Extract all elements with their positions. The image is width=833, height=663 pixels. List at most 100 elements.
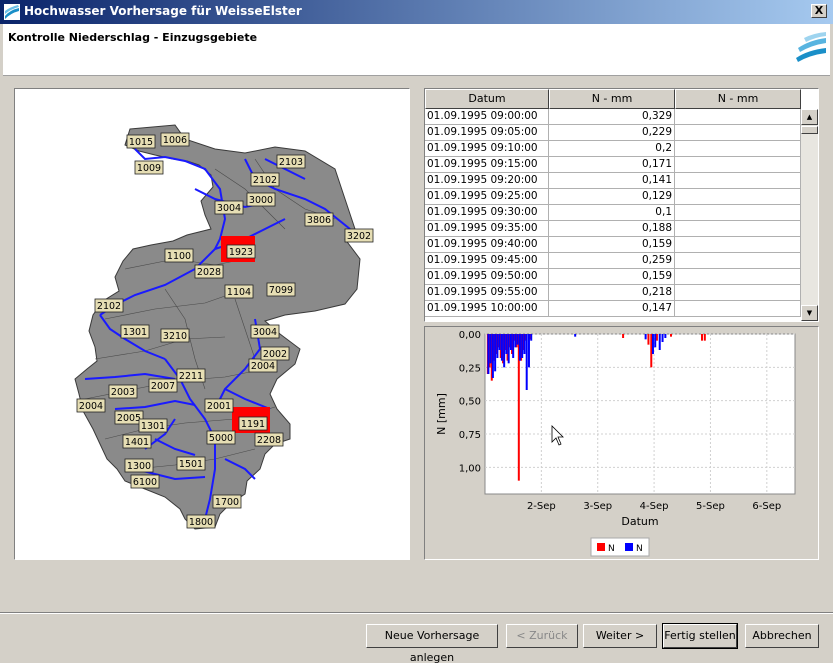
table-cell[interactable]: 0,141	[549, 173, 675, 189]
scroll-up-button[interactable]: ▲	[801, 109, 818, 125]
table-cell[interactable]	[675, 253, 801, 269]
subcatchment-label[interactable]: 1100	[167, 251, 191, 262]
subcatchment-label[interactable]: 1800	[189, 517, 213, 528]
table-cell[interactable]	[675, 173, 801, 189]
subcatchment-label[interactable]: 1923	[229, 247, 253, 258]
subcatchment-label[interactable]: 2028	[197, 267, 221, 278]
table-cell[interactable]: 0,229	[549, 125, 675, 141]
subcatchment-label[interactable]: 1301	[141, 421, 165, 432]
catchment-map[interactable]: 1015 1006 1009 2103 2102 3000 3004 1923 1100 2028…	[14, 88, 410, 560]
subcatchment-label[interactable]: 2208	[257, 435, 281, 446]
subcatchment-label[interactable]: 1015	[129, 137, 153, 148]
subcatchment-label[interactable]: 6100	[133, 477, 157, 488]
next-button[interactable]: Weiter >	[583, 624, 657, 648]
table-row[interactable]: 01.09.1995 09:15:00 0,171	[425, 157, 801, 173]
rainfall-table[interactable]: Datum N - mm N - mm 01.09.1995 09:00:00 0…	[424, 88, 819, 322]
close-button[interactable]: X	[811, 4, 827, 18]
new-forecast-button[interactable]: Neue Vorhersage anlegen	[366, 624, 498, 663]
table-row[interactable]: 01.09.1995 09:05:00 0,229	[425, 125, 801, 141]
finish-button[interactable]: Fertig stellen	[662, 623, 738, 649]
scroll-thumb[interactable]	[801, 126, 818, 134]
table-cell[interactable]: 0,171	[549, 157, 675, 173]
table-cell[interactable]	[675, 141, 801, 157]
table-cell[interactable]: 01.09.1995 09:40:00	[425, 237, 549, 253]
subcatchment-label[interactable]: 3806	[307, 215, 331, 226]
subcatchment-label[interactable]: 1009	[137, 163, 161, 174]
table-cell[interactable]: 01.09.1995 09:50:00	[425, 269, 549, 285]
table-cell[interactable]	[675, 285, 801, 301]
table-cell[interactable]: 01.09.1995 09:45:00	[425, 253, 549, 269]
table-cell[interactable]	[675, 109, 801, 125]
table-cell[interactable]: 0,159	[549, 237, 675, 253]
subcatchment-label[interactable]: 1191	[241, 419, 265, 430]
subcatchment-label[interactable]: 1401	[125, 437, 149, 448]
subcatchment-label[interactable]: 3210	[163, 331, 187, 342]
subcatchment-label[interactable]: 2211	[179, 371, 203, 382]
table-row[interactable]: 01.09.1995 09:30:00 0,1	[425, 205, 801, 221]
subcatchment-label[interactable]: 2004	[79, 401, 103, 412]
table-row[interactable]: 01.09.1995 09:00:00 0,329	[425, 109, 801, 125]
subcatchment-label[interactable]: 2005	[117, 413, 141, 424]
table-cell[interactable]: 01.09.1995 09:30:00	[425, 205, 549, 221]
table-cell[interactable]	[675, 301, 801, 317]
subcatchment-label[interactable]: 1301	[123, 327, 147, 338]
table-cell[interactable]: 01.09.1995 09:05:00	[425, 125, 549, 141]
table-cell[interactable]: 0,2	[549, 141, 675, 157]
table-row[interactable]: 01.09.1995 09:25:00 0,129	[425, 189, 801, 205]
subcatchment-label[interactable]: 3004	[253, 327, 277, 338]
back-button[interactable]: < Zurück	[506, 624, 578, 648]
subcatchment-label[interactable]: 1300	[127, 461, 151, 472]
subcatchment-label[interactable]: 1006	[163, 135, 187, 146]
table-row[interactable]: 01.09.1995 09:50:00 0,159	[425, 269, 801, 285]
subcatchment-label[interactable]: 2102	[97, 301, 121, 312]
table-cell[interactable]	[675, 157, 801, 173]
column-header-datum[interactable]: Datum	[425, 89, 549, 109]
subcatchment-label[interactable]: 5000	[209, 433, 233, 444]
table-cell[interactable]: 0,1	[549, 205, 675, 221]
subcatchment-label[interactable]: 2002	[263, 349, 287, 360]
table-cell[interactable]: 0,129	[549, 189, 675, 205]
table-cell[interactable]	[675, 221, 801, 237]
subcatchment-label[interactable]: 1700	[215, 497, 239, 508]
table-cell[interactable]: 01.09.1995 09:55:00	[425, 285, 549, 301]
table-cell[interactable]: 0,159	[549, 269, 675, 285]
table-cell[interactable]	[675, 189, 801, 205]
subcatchment-label[interactable]: 2001	[207, 401, 231, 412]
table-cell[interactable]: 01.09.1995 09:35:00	[425, 221, 549, 237]
subcatchment-label[interactable]: 2003	[111, 387, 135, 398]
table-cell[interactable]: 01.09.1995 09:15:00	[425, 157, 549, 173]
table-cell[interactable]: 0,188	[549, 221, 675, 237]
table-row[interactable]: 01.09.1995 09:10:00 0,2	[425, 141, 801, 157]
subcatchment-label[interactable]: 2007	[151, 381, 175, 392]
table-cell[interactable]	[675, 237, 801, 253]
scroll-down-button[interactable]: ▼	[801, 305, 818, 321]
subcatchment-label[interactable]: 7099	[269, 285, 293, 296]
table-cell[interactable]: 0,259	[549, 253, 675, 269]
table-cell[interactable]: 0,218	[549, 285, 675, 301]
subcatchment-label[interactable]: 3202	[347, 231, 371, 242]
table-cell[interactable]: 01.09.1995 09:25:00	[425, 189, 549, 205]
table-row[interactable]: 01.09.1995 09:35:00 0,188	[425, 221, 801, 237]
subcatchment-label[interactable]: 2004	[251, 361, 275, 372]
column-header-n1[interactable]: N - mm	[549, 89, 675, 109]
subcatchment-label[interactable]: 2102	[253, 175, 277, 186]
subcatchment-label[interactable]: 1501	[179, 459, 203, 470]
table-row[interactable]: 01.09.1995 09:40:00 0,159	[425, 237, 801, 253]
cancel-button[interactable]: Abbrechen	[745, 624, 819, 648]
table-row[interactable]: 01.09.1995 09:55:00 0,218	[425, 285, 801, 301]
table-cell[interactable]: 0,147	[549, 301, 675, 317]
table-cell[interactable]: 01.09.1995 10:00:00	[425, 301, 549, 317]
table-cell[interactable]	[675, 125, 801, 141]
table-cell[interactable]: 0,329	[549, 109, 675, 125]
table-cell[interactable]: 01.09.1995 09:00:00	[425, 109, 549, 125]
subcatchment-label[interactable]: 3000	[249, 195, 273, 206]
table-scrollbar[interactable]: ▲ ▼	[801, 109, 818, 321]
column-header-n2[interactable]: N - mm	[675, 89, 801, 109]
table-cell[interactable]	[675, 269, 801, 285]
table-cell[interactable]: 01.09.1995 09:10:00	[425, 141, 549, 157]
table-cell[interactable]	[675, 205, 801, 221]
table-row[interactable]: 01.09.1995 09:45:00 0,259	[425, 253, 801, 269]
subcatchment-label[interactable]: 3004	[217, 203, 241, 214]
subcatchment-label[interactable]: 1104	[227, 287, 251, 298]
subcatchment-label[interactable]: 2103	[279, 157, 303, 168]
